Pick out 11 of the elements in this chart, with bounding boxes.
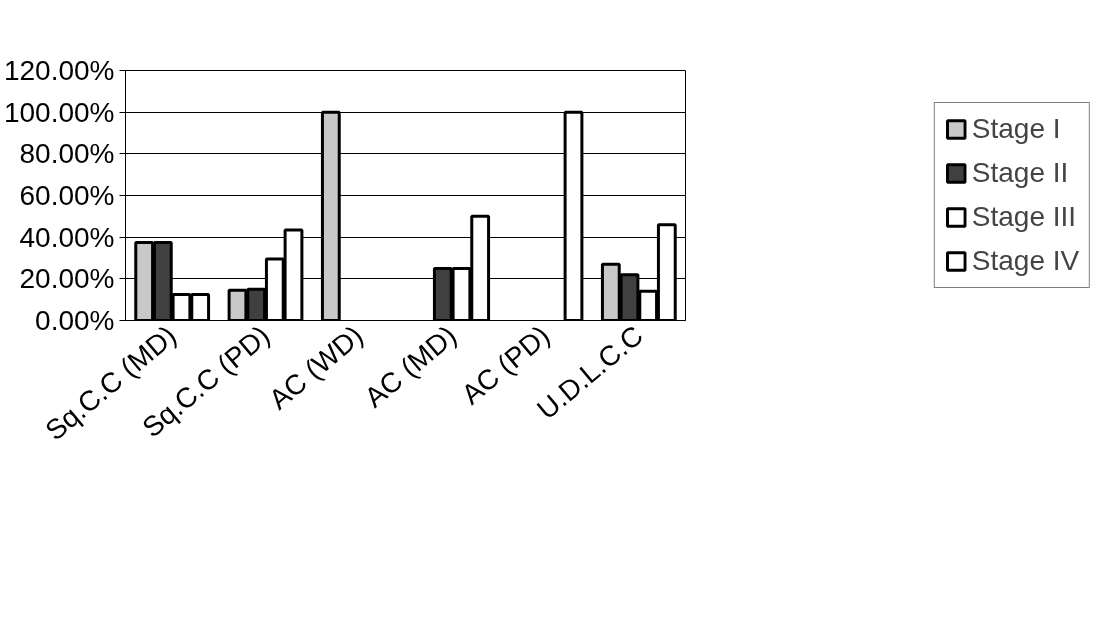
y-tick-label: 60.00% [19, 180, 115, 211]
legend-label: Stage III [971, 201, 1077, 233]
y-tick-label: 100.00% [3, 96, 115, 128]
legend-label: Stage II [971, 157, 1069, 189]
y-tick-label: 40.00% [19, 221, 115, 253]
legend-label: Stage I [971, 113, 1061, 145]
y-tick-label: 120.00% [3, 55, 115, 86]
y-tick-label: 0.00% [35, 305, 115, 336]
legend-label: Stage IV [971, 245, 1080, 277]
y-tick-label: 20.00% [19, 263, 115, 295]
y-tick-label: 80.00% [19, 138, 115, 170]
